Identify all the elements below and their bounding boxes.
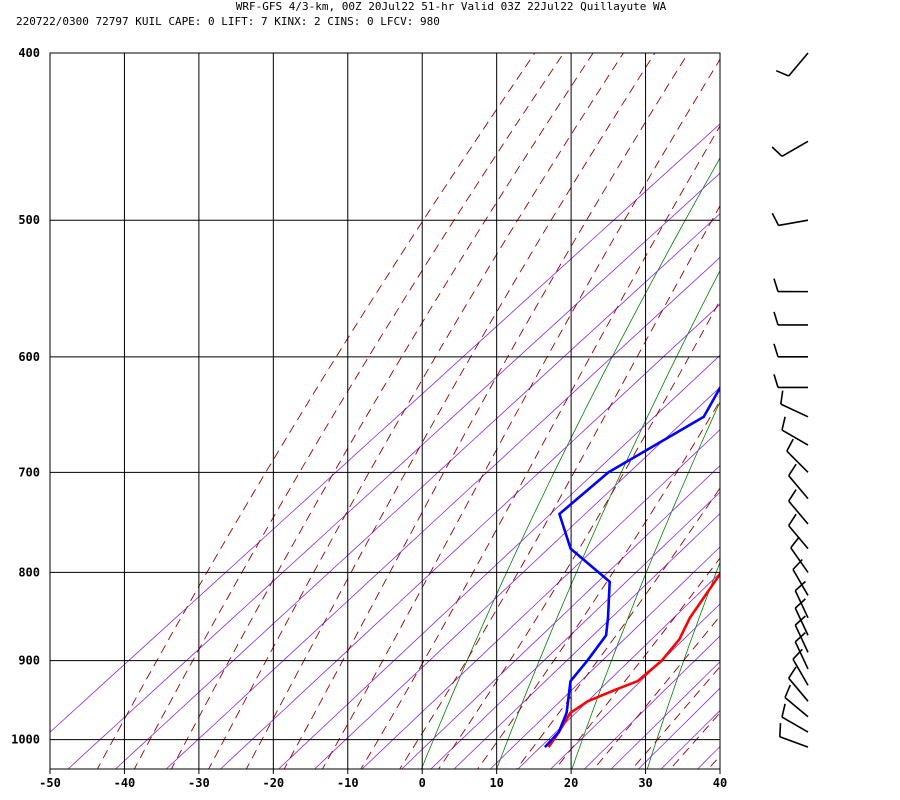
- mixing-ratio-line: [610, 661, 720, 769]
- moist-adiabat: [208, 53, 624, 769]
- moist-adiabat: [360, 125, 720, 769]
- dry-adiabat: [420, 157, 720, 769]
- wind-barb: [781, 703, 809, 733]
- wind-barb: [790, 536, 809, 573]
- axes: 400 500 600 700 800 900 1000 -50 -40 -30 -20 -10 0 10…: [11, 46, 727, 790]
- moist-adiabat: [631, 666, 720, 769]
- mixing-ratio-line: [583, 635, 720, 769]
- pressure-tick-label: 800: [18, 565, 40, 579]
- moist-adiabat: [593, 615, 720, 769]
- wind-barb: [773, 311, 809, 326]
- temperature-tick-label: 10: [489, 776, 503, 790]
- temperature-tick-label: -10: [337, 776, 359, 790]
- moist-adiabat: [170, 53, 594, 769]
- moist-adiabat: [554, 557, 720, 769]
- mixing-ratio-line: [361, 429, 720, 769]
- pressure-tick-label: 500: [18, 213, 40, 227]
- wind-barb: [788, 489, 809, 525]
- wind-barb: [786, 438, 809, 473]
- mixing-ratio-line: [165, 256, 720, 769]
- wind-barb: [775, 52, 809, 77]
- dewpoint-profile: [543, 385, 720, 748]
- temperature-tick-label: -50: [39, 776, 61, 790]
- wind-barb: [788, 666, 809, 702]
- temperature-tick-label: 0: [419, 776, 426, 790]
- dry-adiabat: [787, 15, 900, 800]
- dry-adiabat: [496, 269, 720, 769]
- temperature-tick-label: -30: [188, 776, 210, 790]
- wind-barb: [784, 684, 809, 718]
- mixing-ratio-line: [278, 354, 720, 769]
- dry-adiabat: [864, 15, 900, 800]
- moist-adiabat: [438, 299, 720, 769]
- temperature-tick-label: -20: [262, 776, 284, 790]
- grid: [50, 52, 720, 769]
- wind-barb: [781, 416, 809, 446]
- wind-barb: [788, 463, 809, 500]
- moist-adiabat: [477, 399, 720, 769]
- wind-barb: [792, 648, 809, 686]
- temperature-tick-label: 30: [638, 776, 652, 790]
- dry-adiabat: [646, 561, 720, 769]
- temperature-tick-label: 20: [564, 776, 578, 790]
- plot-frame: [49, 52, 721, 770]
- moist-adiabat: [283, 53, 689, 769]
- moist-adiabat: [515, 487, 720, 769]
- wind-barb: [794, 580, 809, 619]
- wind-barb: [794, 598, 809, 636]
- profile-lines: [543, 385, 720, 748]
- station-info: 220722/0300 72797 KUIL CAPE: 0 LIFT: 7 K…: [16, 15, 440, 28]
- mixing-ratio-line: [489, 546, 720, 769]
- wind-barb: [773, 278, 809, 293]
- mixing-ratio-line: [67, 172, 720, 769]
- moist-adiabat: [707, 755, 720, 769]
- mixing-ratio-line: [219, 303, 720, 769]
- background-lines: [50, 15, 900, 800]
- mixing-ratio-line: [401, 465, 720, 769]
- wind-barbs: [771, 52, 809, 748]
- pressure-tick-label: 700: [18, 465, 40, 479]
- wind-barb: [771, 140, 809, 157]
- temperature-profile: [547, 571, 720, 748]
- moist-adiabat: [245, 53, 656, 769]
- moist-adiabat: [133, 53, 565, 769]
- wind-barb: [771, 212, 809, 227]
- mixing-ratio-line: [453, 512, 720, 769]
- chart-title: WRF-GFS 4/3-km, 00Z 20Jul22 51-hr Valid …: [236, 0, 667, 13]
- wind-barb: [779, 723, 809, 748]
- mixing-ratio-line: [114, 213, 720, 769]
- mixing-ratio-line: [550, 603, 720, 769]
- wind-barb: [773, 374, 809, 389]
- mixing-ratio-line: [660, 709, 720, 769]
- mixing-ratio-line: [430, 491, 720, 769]
- wind-barb: [780, 390, 809, 418]
- mixing-ratio-line: [50, 123, 720, 733]
- wind-barb: [788, 513, 809, 550]
- temperature-tick-label: -40: [114, 776, 136, 790]
- moist-adiabat: [96, 53, 536, 769]
- pressure-tick-label: 400: [18, 46, 40, 60]
- pressure-tick-label: 1000: [11, 733, 40, 747]
- wind-barb: [773, 343, 809, 358]
- pressure-tick-label: 600: [18, 350, 40, 364]
- moist-adiabat: [399, 204, 720, 769]
- temperature-tick-label: 40: [713, 776, 727, 790]
- mixing-ratio-line: [314, 386, 720, 769]
- dry-adiabat: [571, 400, 720, 769]
- mixing-ratio-line: [637, 687, 720, 769]
- mixing-ratio-line: [697, 746, 720, 769]
- moist-adiabat: [321, 58, 720, 769]
- pressure-tick-label: 900: [18, 654, 40, 668]
